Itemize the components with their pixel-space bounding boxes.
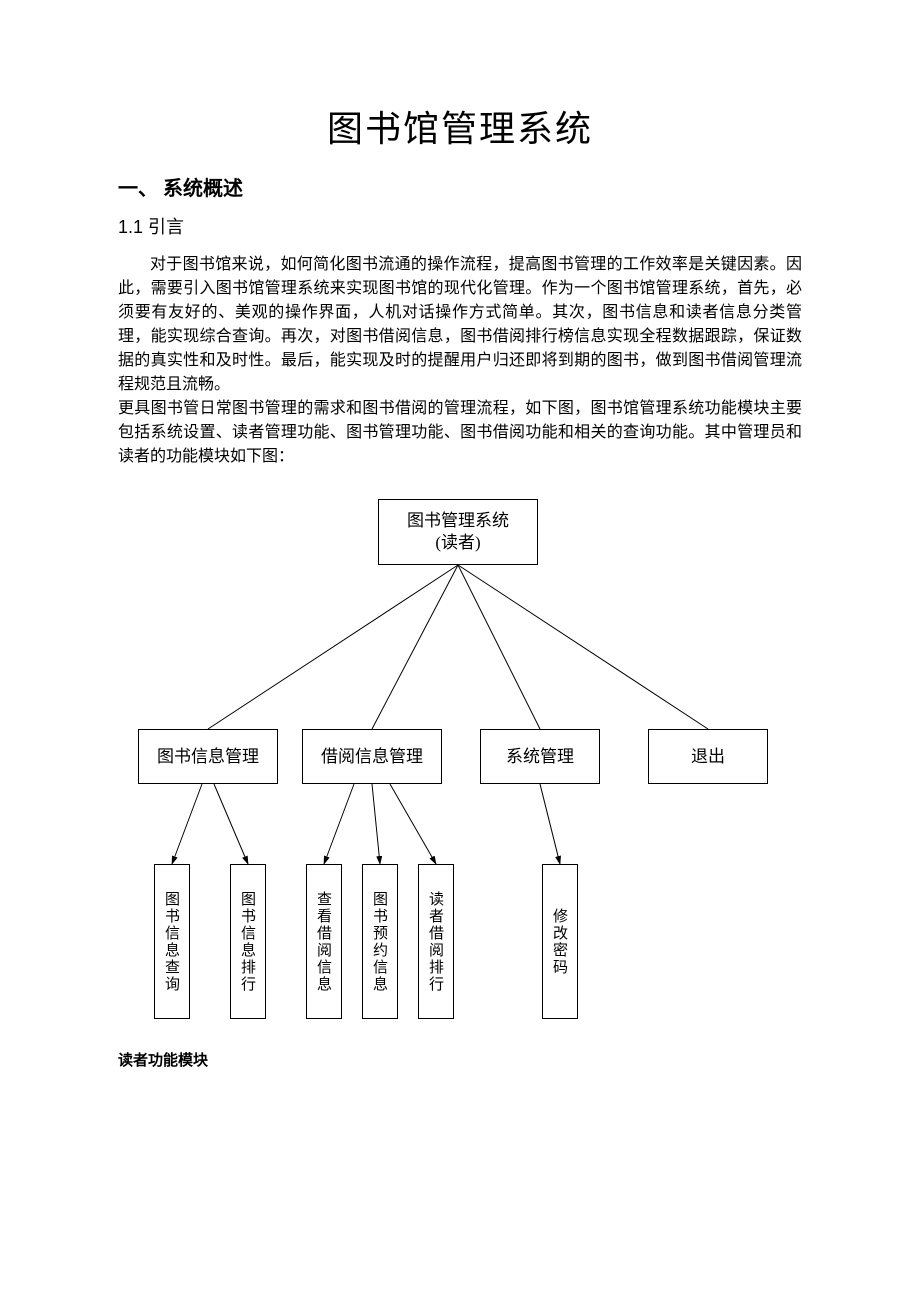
tree-node-level3: 图书信息排行	[230, 864, 266, 1019]
tree-node-level2: 系统管理	[480, 729, 600, 784]
paragraph-2: 更具图书管日常图书管理的需求和图书借阅的管理流程，如下图，图书馆管理系统功能模块…	[118, 397, 802, 469]
node-label: 退出	[649, 746, 767, 768]
tree-node-level3: 图书预约信息	[362, 864, 398, 1019]
tree-node-level3: 图书信息查询	[154, 864, 190, 1019]
tree-node-level2: 图书信息管理	[138, 729, 278, 784]
node-label: 图书信息排行	[231, 891, 265, 993]
tree-node-level2: 退出	[648, 729, 768, 784]
node-label: 图书预约信息	[363, 891, 397, 993]
paragraph-1: 对于图书馆来说，如何简化图书流通的操作流程，提高图书管理的工作效率是关键因素。因…	[118, 253, 802, 397]
heading-number: 1.1	[118, 217, 148, 237]
node-label: 图书信息管理	[139, 746, 277, 768]
tree-node-level3: 查看借阅信息	[306, 864, 342, 1019]
module-tree-diagram: 图书管理系统 (读者) 图书信息管理 借阅信息管理 系统管理 退出 图书信息查询…	[118, 499, 802, 1039]
root-line1: 图书管理系统	[379, 510, 537, 532]
tree-root-node: 图书管理系统 (读者)	[378, 499, 538, 565]
node-label: 查看借阅信息	[307, 891, 341, 993]
root-line2: (读者)	[379, 532, 537, 554]
node-label: 修改密码	[543, 908, 577, 976]
heading-text: 引言	[148, 217, 184, 237]
section-heading-1: 一、 系统概述	[118, 172, 802, 201]
node-label: 读者借阅排行	[419, 891, 453, 993]
tree-node-level2: 借阅信息管理	[302, 729, 442, 784]
page-title: 图书馆管理系统	[118, 100, 802, 152]
diagram-caption: 读者功能模块	[118, 1049, 802, 1070]
section-heading-1-1: 1.1 引言	[118, 213, 802, 239]
tree-node-level3: 修改密码	[542, 864, 578, 1019]
node-label: 图书信息查询	[155, 891, 189, 993]
node-label: 系统管理	[481, 746, 599, 768]
node-label: 借阅信息管理	[303, 746, 441, 768]
document-page: 图书馆管理系统 一、 系统概述 1.1 引言 对于图书馆来说，如何简化图书流通的…	[0, 0, 920, 1302]
tree-node-level3: 读者借阅排行	[418, 864, 454, 1019]
